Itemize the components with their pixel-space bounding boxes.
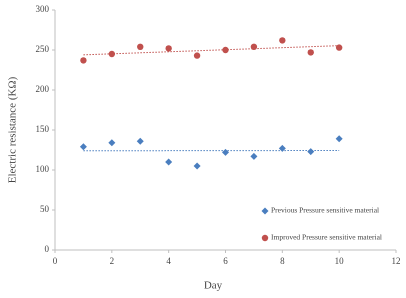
point xyxy=(307,148,315,156)
point xyxy=(193,52,201,59)
point xyxy=(108,50,116,58)
point xyxy=(136,137,144,145)
point xyxy=(222,46,229,54)
point xyxy=(278,144,286,152)
legend-label: Previous Pressure sensitive material xyxy=(271,206,379,215)
point xyxy=(193,162,201,170)
legend-label: Improved Pressure sensitive material xyxy=(271,233,382,242)
point xyxy=(108,139,116,147)
point xyxy=(250,43,258,50)
trendline xyxy=(83,45,340,56)
point xyxy=(165,45,172,52)
y-tick-label: 200 xyxy=(36,84,50,94)
y-tick-label: 0 xyxy=(45,244,50,254)
y-tick-label: 50 xyxy=(40,204,50,214)
y-tick-label: 300 xyxy=(36,4,50,14)
y-axis-label: Electric resistance (KΩ) xyxy=(7,76,19,183)
point xyxy=(222,148,229,156)
point xyxy=(335,44,343,51)
x-tick-label: 12 xyxy=(392,256,401,266)
legend-marker xyxy=(261,207,269,215)
x-tick-label: 4 xyxy=(166,256,171,266)
point xyxy=(79,143,87,151)
legend-marker xyxy=(261,234,269,242)
x-tick-label: 2 xyxy=(110,256,115,266)
x-tick-label: 8 xyxy=(280,256,285,266)
x-axis-label: Day xyxy=(204,280,223,292)
y-tick-label: 250 xyxy=(36,44,50,54)
x-tick-label: 10 xyxy=(335,256,345,266)
x-tick-label: 0 xyxy=(53,256,58,266)
point xyxy=(250,152,258,160)
point xyxy=(335,135,343,143)
y-tick-label: 100 xyxy=(36,164,50,174)
point xyxy=(279,37,286,44)
point xyxy=(165,158,173,166)
point xyxy=(137,43,144,50)
x-tick-label: 6 xyxy=(223,256,228,266)
point xyxy=(307,49,314,56)
point xyxy=(80,57,87,64)
y-tick-label: 150 xyxy=(36,124,50,134)
